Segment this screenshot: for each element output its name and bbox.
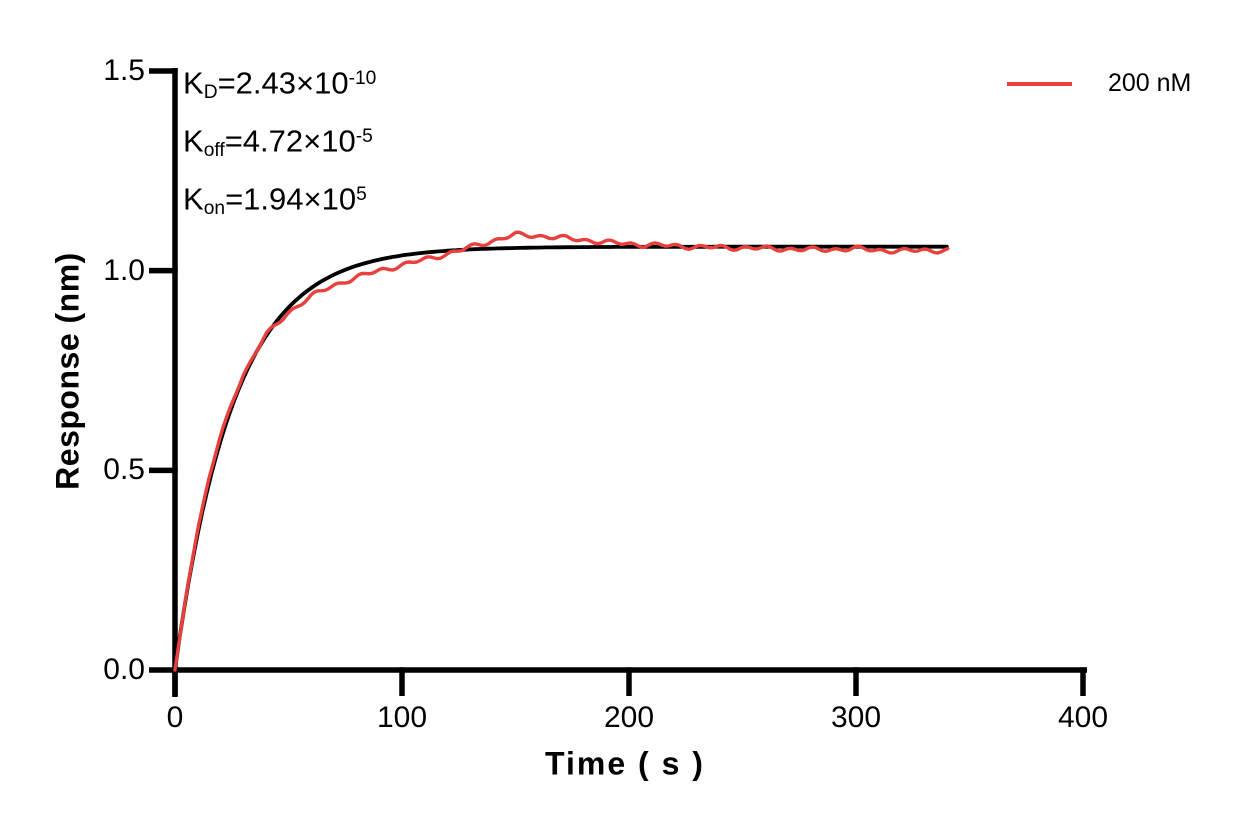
kinetics-line: Kon=1.94×105 — [183, 181, 367, 219]
x-tick-label: 300 — [830, 701, 882, 734]
fitted-curve — [173, 244, 949, 672]
y-tick-label: 0.0 — [103, 653, 145, 686]
y-axis-title: Response (nm) — [49, 252, 86, 490]
legend: 200 nM — [1007, 70, 1191, 96]
kinetics-annotation: KD=2.43×10-10 Koff=4.72×10-5 Kon=1.94×105 — [183, 57, 376, 230]
x-tick-label: 400 — [1057, 701, 1109, 734]
x-tick-label: 100 — [376, 701, 428, 734]
measured-trace — [173, 230, 950, 672]
y-tick-label: 1.5 — [103, 54, 145, 87]
x-axis-title: Time ( s ) — [545, 745, 705, 782]
y-tick-label: 1.0 — [103, 253, 145, 287]
x-tick-label: 0 — [166, 701, 184, 734]
y-tick-label: 0.5 — [103, 453, 145, 487]
kinetics-line: KD=2.43×10-10 — [183, 65, 377, 103]
x-tick-label: 200 — [603, 701, 655, 734]
legend-line-swatch — [1007, 81, 1072, 87]
kinetics-line: Koff=4.72×10-5 — [183, 123, 373, 161]
legend-label: 200 nM — [1108, 69, 1192, 97]
